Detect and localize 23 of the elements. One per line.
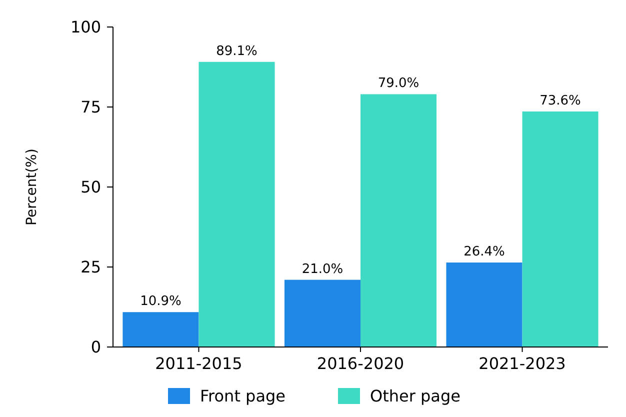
bar	[446, 262, 522, 347]
legend-label: Other page	[370, 386, 460, 406]
data-label: 26.4%	[464, 244, 505, 260]
x-tick-label: 2021-2023	[478, 354, 566, 373]
bar	[198, 62, 275, 347]
data-label: 89.1%	[216, 44, 258, 59]
x-tick-label: 2011-2015	[155, 354, 242, 373]
data-label: 73.6%	[540, 93, 581, 108]
y-tick-label: 0	[90, 338, 101, 357]
bar	[522, 111, 598, 347]
y-tick-label: 75	[80, 98, 101, 117]
data-label: 10.9%	[140, 294, 182, 310]
y-axis-title: Percent(%)	[24, 148, 40, 226]
data-label: 21.0%	[302, 262, 344, 277]
bar	[122, 312, 199, 347]
y-tick-label: 25	[80, 258, 101, 277]
y-tick-label: 100	[70, 18, 101, 37]
bar	[360, 94, 437, 347]
data-label: 79.0%	[378, 76, 420, 92]
y-tick-label: 50	[80, 178, 101, 197]
legend-label: Front page	[200, 386, 286, 406]
x-tick-label: 2016-2020	[316, 354, 404, 373]
bar	[284, 280, 360, 347]
